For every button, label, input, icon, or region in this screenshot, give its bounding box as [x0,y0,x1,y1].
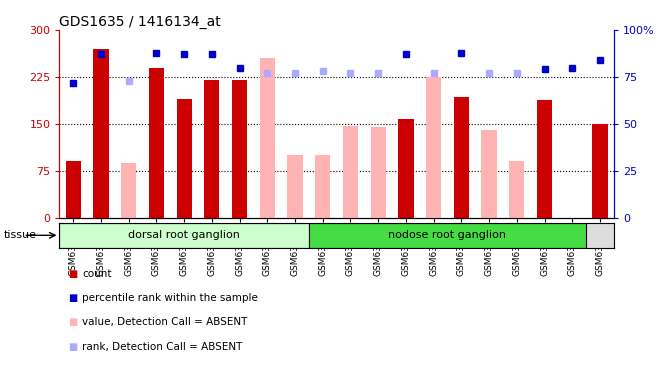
Bar [232,80,248,218]
Bar [537,100,552,218]
Text: rank, Detection Call = ABSENT: rank, Detection Call = ABSENT [82,342,243,352]
Text: GDS1635 / 1416134_at: GDS1635 / 1416134_at [59,15,221,29]
Text: dorsal root ganglion: dorsal root ganglion [128,230,240,240]
Text: ■: ■ [68,293,77,303]
Text: nodose root ganglion: nodose root ganglion [389,230,506,240]
Bar [370,127,386,218]
Text: count: count [82,269,112,279]
Text: tissue: tissue [3,231,36,240]
Bar [148,68,164,218]
Bar [315,155,331,218]
Bar [204,80,220,218]
Bar [259,58,275,217]
Bar [309,223,586,248]
Bar [343,126,358,218]
Bar [426,77,442,218]
Bar [121,163,137,218]
Text: ■: ■ [68,342,77,352]
Text: value, Detection Call = ABSENT: value, Detection Call = ABSENT [82,318,248,327]
Bar [65,161,81,218]
Bar [592,124,608,218]
Bar [509,161,525,218]
Bar [93,49,109,217]
Bar [59,223,309,248]
Bar [287,155,303,218]
Text: ■: ■ [68,318,77,327]
Bar [453,97,469,218]
Text: ■: ■ [68,269,77,279]
Bar [481,130,497,218]
Bar [398,119,414,218]
Text: percentile rank within the sample: percentile rank within the sample [82,293,258,303]
Bar [176,99,192,218]
